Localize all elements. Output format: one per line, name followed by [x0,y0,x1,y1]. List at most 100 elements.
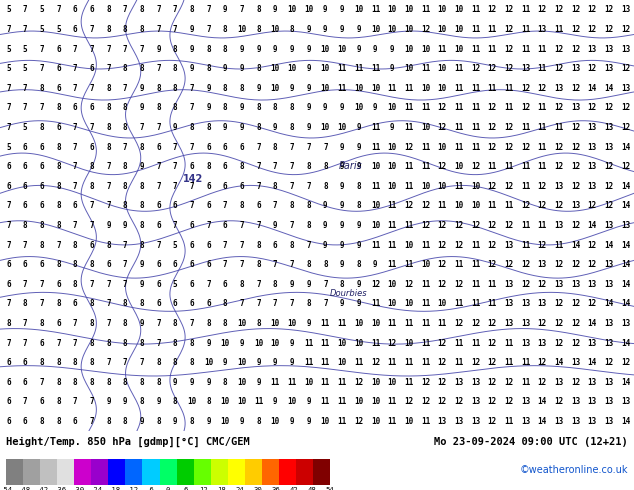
Text: 12: 12 [437,280,447,289]
Text: 12: 12 [404,201,413,210]
Text: 9: 9 [240,123,244,132]
Text: 11: 11 [387,221,397,230]
Text: 7: 7 [273,201,278,210]
Text: 10: 10 [321,64,330,73]
Text: 7: 7 [156,162,161,171]
Text: 10: 10 [421,123,430,132]
Text: 7: 7 [106,358,111,367]
Text: 10: 10 [437,182,447,191]
Text: 8: 8 [139,397,144,406]
Text: 13: 13 [538,260,547,269]
Text: 8: 8 [223,103,228,112]
Text: 142: 142 [183,174,204,184]
Text: 11: 11 [504,201,514,210]
Text: 24: 24 [235,487,244,490]
Text: 11: 11 [321,378,330,387]
Text: 13: 13 [604,417,614,426]
Text: 8: 8 [56,221,61,230]
Text: 10: 10 [354,5,363,14]
Text: 12: 12 [554,5,564,14]
Text: 11: 11 [337,397,347,406]
Text: 12: 12 [504,221,514,230]
Bar [262,460,278,485]
Text: 6: 6 [6,162,11,171]
Text: 7: 7 [123,260,127,269]
Text: 7: 7 [240,221,244,230]
Text: 8: 8 [256,5,261,14]
Text: 14: 14 [621,378,630,387]
Text: 8: 8 [106,5,111,14]
Text: 7: 7 [323,299,328,308]
Text: 9: 9 [206,103,211,112]
Text: 7: 7 [156,25,161,34]
Text: 11: 11 [488,280,497,289]
Text: 6: 6 [190,299,194,308]
Text: 6: 6 [39,397,44,406]
Text: 5: 5 [39,25,44,34]
Text: 11: 11 [421,162,430,171]
Text: 8: 8 [106,25,111,34]
Text: 7: 7 [6,123,11,132]
Text: 30: 30 [254,487,262,490]
Text: 9: 9 [340,241,344,249]
Text: 11: 11 [371,299,380,308]
Text: 12: 12 [588,201,597,210]
Text: 11: 11 [321,397,330,406]
Text: 10: 10 [371,319,380,328]
Text: 13: 13 [538,25,547,34]
Text: 6: 6 [23,417,27,426]
Text: 11: 11 [321,319,330,328]
Text: 10: 10 [421,260,430,269]
Text: 13: 13 [604,45,614,53]
Text: 7: 7 [256,143,261,151]
Text: 8: 8 [240,162,244,171]
Text: 13: 13 [471,417,480,426]
Text: 11: 11 [404,103,413,112]
Text: 7: 7 [273,299,278,308]
Text: 8: 8 [356,182,361,191]
Text: 11: 11 [337,319,347,328]
Text: 11: 11 [371,123,380,132]
Text: 6: 6 [156,143,161,151]
Text: 12: 12 [554,201,564,210]
Text: 6: 6 [89,103,94,112]
Text: 7: 7 [39,299,44,308]
Text: 11: 11 [421,417,430,426]
Text: 7: 7 [6,103,11,112]
Text: 8: 8 [139,201,144,210]
Text: 12: 12 [538,280,547,289]
Text: 11: 11 [387,358,397,367]
Text: 14: 14 [538,417,547,426]
Text: 6: 6 [56,280,61,289]
Text: 7: 7 [206,221,211,230]
Text: 12: 12 [571,319,580,328]
Text: 8: 8 [306,201,311,210]
Text: 6: 6 [39,143,44,151]
Text: 7: 7 [256,182,261,191]
Text: 6: 6 [39,339,44,347]
Text: 7: 7 [123,280,127,289]
Text: 13: 13 [571,103,580,112]
Text: 12: 12 [454,397,463,406]
Text: 8: 8 [39,84,44,93]
Text: 6: 6 [6,280,11,289]
Text: 10: 10 [404,241,413,249]
Text: 8: 8 [173,397,178,406]
Text: 9: 9 [373,103,378,112]
Text: 11: 11 [488,45,497,53]
Text: 12: 12 [571,84,580,93]
Text: -12: -12 [126,487,139,490]
Text: 6: 6 [156,299,161,308]
Text: 13: 13 [604,123,614,132]
Text: 7: 7 [123,143,127,151]
Text: 10: 10 [387,182,397,191]
Text: 13: 13 [471,397,480,406]
Text: 10: 10 [321,123,330,132]
Text: 12: 12 [454,280,463,289]
Text: 5: 5 [6,64,11,73]
Text: 8: 8 [56,143,61,151]
Text: 7: 7 [206,280,211,289]
Text: 9: 9 [156,45,161,53]
Text: 9: 9 [106,397,111,406]
Text: 8: 8 [56,397,61,406]
